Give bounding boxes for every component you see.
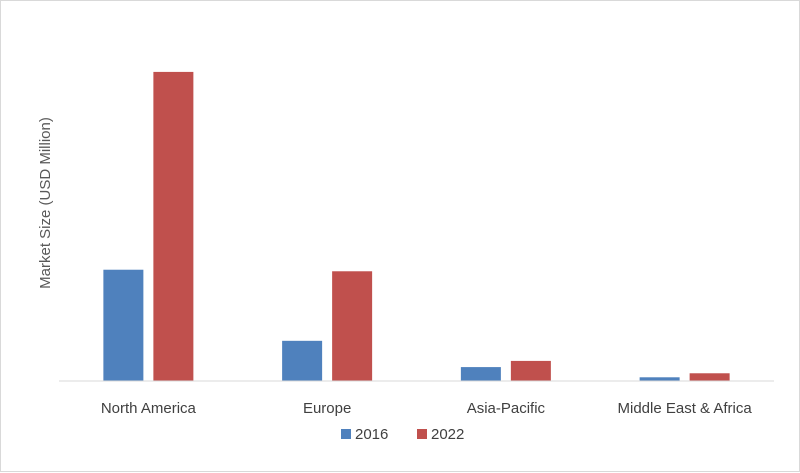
bars-group [103, 71, 730, 381]
x-tick-label: Asia-Pacific [467, 400, 546, 417]
bar-2022-north-america [153, 71, 194, 381]
x-tick-label: North America [101, 400, 197, 417]
bar-2022-middle-east-africa [689, 373, 730, 381]
x-tick-label: Middle East & Africa [618, 400, 753, 417]
x-tick-label: Europe [303, 400, 351, 417]
x-tick-labels: North America Europe Asia-Pacific Middle Ea… [101, 400, 753, 417]
legend-swatch-2022 [417, 429, 427, 439]
bar-2016-asia-pacific [460, 367, 501, 381]
bar-2022-europe [332, 271, 373, 381]
bar-2022-asia-pacific [510, 360, 551, 381]
legend-swatch-2016 [341, 429, 351, 439]
bar-2016-europe [282, 340, 323, 381]
legend-label-2022: 2022 [431, 426, 464, 443]
legend-label-2016: 2016 [355, 426, 388, 443]
legend: 2016 2022 [341, 426, 464, 443]
bar-2016-middle-east-africa [639, 377, 680, 381]
bar-2016-north-america [103, 269, 144, 381]
y-axis-title: Market Size (USD Million) [37, 117, 54, 289]
